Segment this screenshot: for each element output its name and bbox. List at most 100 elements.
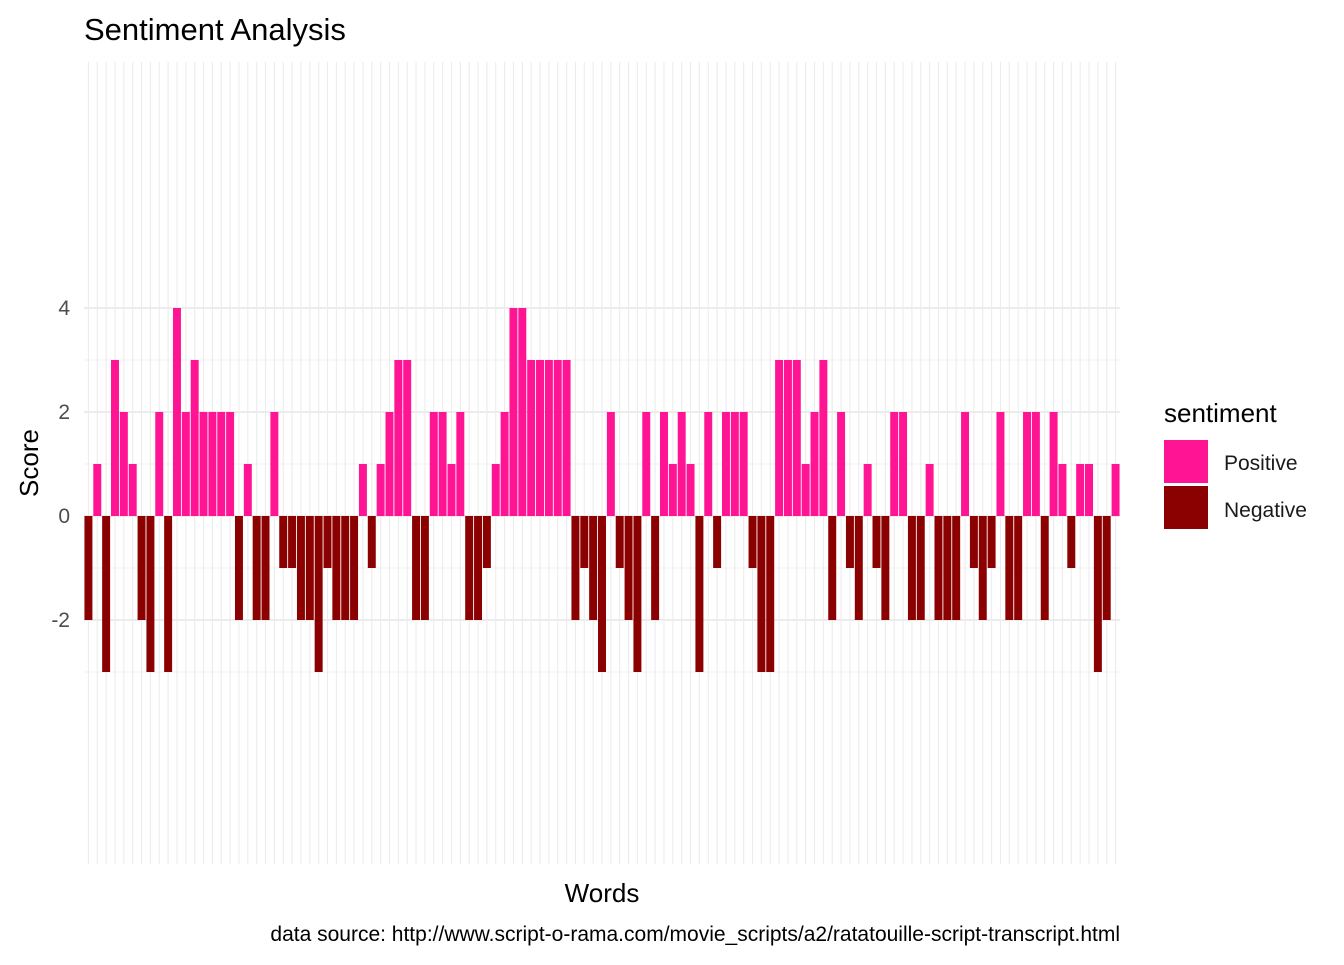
bar-negative [341, 516, 350, 620]
bar-negative [305, 516, 314, 620]
bar-negative [261, 516, 270, 620]
bar-positive [536, 360, 544, 516]
bar-positive [527, 360, 536, 516]
bar-negative [943, 516, 952, 620]
bar-positive [500, 412, 509, 516]
bar-positive [403, 360, 412, 516]
bar-negative [757, 516, 766, 672]
bar-positive [491, 464, 500, 516]
bar-positive [438, 412, 447, 516]
bar-positive [1058, 464, 1067, 516]
bar-positive [819, 360, 828, 516]
bar-negative [713, 516, 722, 568]
bar-negative [748, 516, 757, 568]
bar-positive [810, 412, 819, 516]
y-axis-label: Score [14, 429, 44, 497]
bar-positive [155, 412, 164, 516]
bar-negative [314, 516, 323, 672]
bar-positive [792, 360, 801, 516]
bar-negative [987, 516, 996, 568]
bar-negative [633, 516, 642, 672]
bar-positive [385, 412, 394, 516]
bar-negative [1093, 516, 1102, 672]
bar-negative [146, 516, 155, 672]
bar-negative [412, 516, 421, 620]
bar-positive [739, 412, 748, 516]
bar-positive [925, 464, 934, 516]
bar-negative [1005, 516, 1014, 620]
bar-positive [668, 464, 677, 516]
bar-positive [721, 412, 730, 516]
bar-negative [252, 516, 261, 620]
bar-positive [447, 464, 456, 516]
bar-positive [837, 412, 846, 516]
bar-positive [783, 360, 792, 516]
bar-negative [1067, 516, 1076, 568]
bar-negative [102, 516, 111, 672]
legend-label-positive: Positive [1224, 452, 1298, 475]
bar-negative [137, 516, 146, 620]
bar-positive [704, 412, 713, 516]
bars-layer [84, 308, 1120, 672]
bar-positive [606, 412, 615, 516]
bar-negative [624, 516, 633, 620]
bar-negative [916, 516, 925, 620]
bar-positive [775, 360, 784, 516]
bar-negative [296, 516, 305, 620]
bar-negative [766, 516, 775, 672]
bar-positive [226, 412, 235, 516]
bar-positive [93, 464, 102, 516]
bar-positive [270, 412, 279, 516]
bar-negative [828, 516, 837, 620]
bar-positive [128, 464, 137, 516]
x-axis-label: Words [565, 878, 640, 908]
bar-positive [642, 412, 651, 516]
bar-positive [961, 412, 970, 516]
y-tick-label: -2 [51, 609, 70, 632]
bar-positive [172, 308, 181, 516]
y-tick-label: 4 [58, 297, 70, 320]
bar-negative [84, 516, 93, 620]
bar-negative [571, 516, 580, 620]
bar-positive [518, 308, 527, 516]
bar-positive [863, 464, 872, 516]
bar-positive [456, 412, 465, 516]
bar-negative [615, 516, 624, 568]
bar-negative [482, 516, 491, 568]
bar-negative [288, 516, 297, 568]
bar-positive [199, 412, 208, 516]
bar-negative [598, 516, 606, 672]
bar-positive [190, 360, 199, 516]
bar-negative [854, 516, 863, 620]
bar-negative [872, 516, 881, 568]
y-tick-label: 0 [58, 505, 70, 528]
bar-negative [881, 516, 890, 620]
bar-positive [544, 360, 553, 516]
bar-positive [394, 360, 403, 516]
bar-negative [234, 516, 243, 620]
bar-positive [1031, 412, 1040, 516]
bar-positive [358, 464, 367, 516]
bar-negative [332, 516, 341, 620]
bar-negative [474, 516, 483, 620]
bar-negative [934, 516, 943, 620]
bar-positive [429, 412, 438, 516]
bar-positive [111, 360, 119, 516]
y-tick-labels: -2 0 2 4 [51, 297, 70, 632]
bar-positive [1111, 464, 1120, 516]
bar-positive [890, 412, 899, 516]
legend-swatch-positive [1164, 440, 1208, 483]
bar-negative [367, 516, 376, 568]
bar-negative [350, 516, 359, 620]
bar-negative [465, 516, 474, 620]
bar-positive [376, 464, 385, 516]
bar-positive [217, 412, 226, 516]
bar-positive [119, 412, 128, 516]
bar-positive [899, 412, 908, 516]
bar-negative [845, 516, 854, 568]
bar-positive [1049, 412, 1058, 516]
bar-positive [208, 412, 217, 516]
bar-positive [1076, 464, 1085, 516]
bar-negative [580, 516, 589, 568]
